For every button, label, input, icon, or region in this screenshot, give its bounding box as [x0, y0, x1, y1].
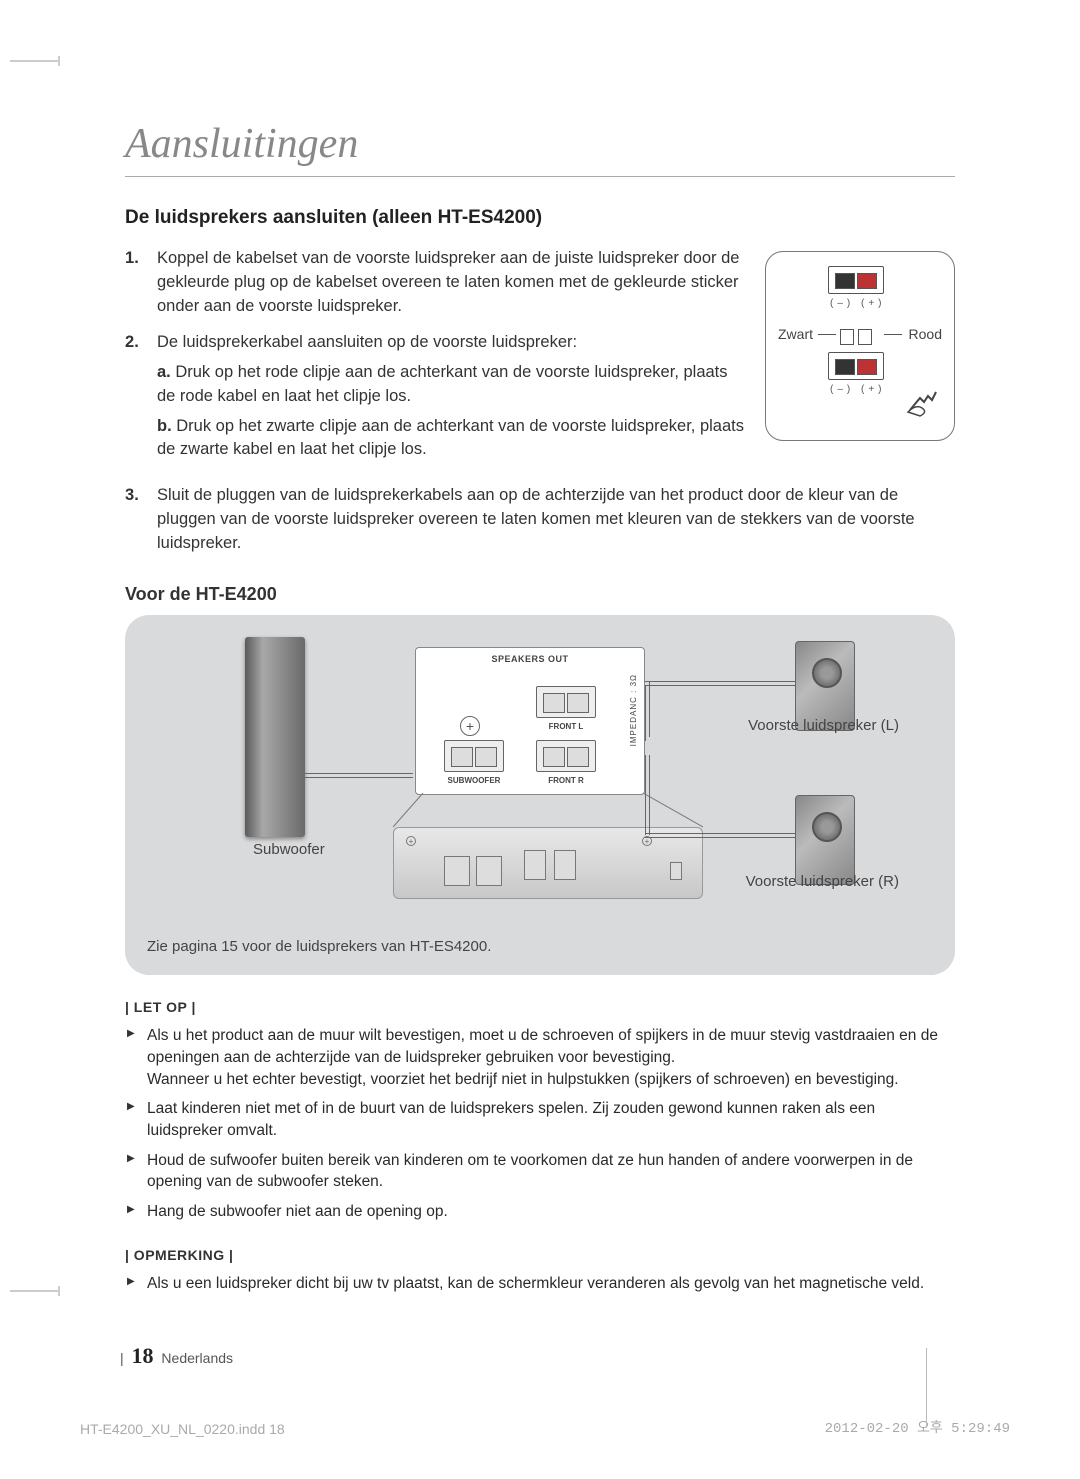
terminal-mid-icon — [836, 326, 876, 348]
content: Aansluitingen De luidsprekers aansluiten… — [65, 30, 1015, 1294]
subwoofer-port-icon — [444, 740, 504, 772]
wire — [645, 833, 795, 834]
step-2a-text: Druk op het rode clipje aan de achterkan… — [157, 363, 728, 405]
page-prefix: | — [120, 1350, 128, 1366]
step-3-wrap: Sluit de pluggen van de luidsprekerkabel… — [125, 484, 955, 556]
staple-mark-bottom — [10, 1290, 60, 1292]
front-r-port-label: FRONT R — [536, 776, 596, 785]
step-2b-text: Druk op het zwarte clipje aan de achterk… — [157, 417, 744, 459]
rear-port-icon — [554, 850, 576, 880]
polarity-top: (–) (+) — [830, 298, 886, 309]
speakers-out-label: SPEAKERS OUT — [416, 654, 644, 664]
footer-timestamp: 2012-02-20 오후 5:29:49 — [825, 1417, 1010, 1437]
terminal-label-red: Rood — [909, 326, 942, 342]
rear-port-icon — [670, 862, 682, 880]
terminal-bottom-icon — [828, 352, 884, 380]
wire — [645, 755, 646, 835]
opmerking-item: Als u een luidspreker dicht bij uw tv pl… — [125, 1273, 955, 1295]
terminal-label-black: Zwart — [778, 326, 813, 342]
step-2-text: De luidsprekerkabel aansluiten op de voo… — [157, 333, 577, 351]
page: Aansluitingen De luidsprekers aansluiten… — [65, 30, 1015, 1430]
step-2a: a. Druk op het rode clipje aan de achter… — [157, 361, 745, 409]
step-2: De luidsprekerkabel aansluiten op de voo… — [125, 331, 745, 463]
staple-mark-top — [10, 60, 60, 62]
step-1: Koppel de kabelset van de voorste luidsp… — [125, 247, 745, 319]
steps-wrap: Koppel de kabelset van de voorste luidsp… — [125, 247, 955, 474]
footer-indd: HT-E4200_XU_NL_0220.indd 18 — [80, 1421, 285, 1437]
front-l-port-label: FRONT L — [536, 722, 596, 731]
page-language: Nederlands — [158, 1350, 234, 1366]
step-3: Sluit de pluggen van de luidsprekerkabel… — [125, 484, 955, 556]
leader-line-left — [818, 334, 836, 335]
wire — [649, 755, 650, 835]
letop-list: Als u het product aan de muur wilt beves… — [125, 1025, 955, 1223]
diagram-label-subwoofer: Subwoofer — [253, 841, 325, 858]
wire — [649, 681, 650, 737]
section-title: Aansluitingen — [125, 120, 955, 177]
steps: Koppel de kabelset van de voorste luidsp… — [125, 247, 745, 474]
impedance-label: IMPEDANC : 3Ω — [629, 674, 638, 746]
crop-mark — [926, 1348, 927, 1428]
diagram-note: Zie pagina 15 voor de luidsprekers van H… — [147, 938, 491, 955]
wire — [645, 681, 795, 682]
screw-icon: + — [406, 836, 416, 846]
subhead-ht-e4200: Voor de HT-E4200 — [125, 584, 955, 605]
wire — [305, 777, 413, 778]
front-r-port-icon — [536, 740, 596, 772]
wire — [305, 773, 413, 774]
speakers-out-panel: SPEAKERS OUT IMPEDANC : 3Ω + SUBWOOFER F… — [415, 647, 645, 795]
opmerking-list: Als u een luidspreker dicht bij uw tv pl… — [125, 1273, 955, 1295]
terminal-top-icon — [828, 266, 884, 294]
plus-connector-icon: + — [460, 716, 480, 736]
leader-line-right — [884, 334, 902, 335]
rear-port-icon — [476, 856, 502, 886]
rear-port-icon — [444, 856, 470, 886]
speaker-terminal-figure: (–) (+) Zwart Rood (–) (+) — [765, 251, 955, 441]
wire — [645, 685, 646, 741]
subwoofer-port-label: SUBWOOFER — [444, 776, 504, 785]
letop-item: Als u het product aan de muur wilt beves… — [125, 1025, 955, 1090]
rear-port-icon — [524, 850, 546, 880]
polarity-bottom: (–) (+) — [830, 384, 886, 395]
front-l-port-icon — [536, 686, 596, 718]
subwoofer-icon — [245, 637, 305, 837]
subhead-connect-speakers: De luidsprekers aansluiten (alleen HT-ES… — [125, 207, 955, 229]
front-speaker-r-icon — [795, 795, 855, 885]
wire — [645, 685, 795, 686]
diagram-label-front-r: Voorste luidspreker (R) — [746, 873, 899, 890]
hand-press-icon — [902, 378, 942, 418]
wire — [645, 837, 795, 838]
step-2b: b. Druk op het zwarte clipje aan de acht… — [157, 415, 745, 463]
diagram-label-front-l: Voorste luidspreker (L) — [748, 717, 899, 734]
letop-item: Houd de sufwoofer buiten bereik van kind… — [125, 1150, 955, 1193]
page-footer: | 18 Nederlands — [120, 1343, 233, 1369]
opmerking-heading: | OPMERKING | — [125, 1247, 955, 1263]
step-2b-letter: b. — [157, 417, 172, 435]
step-2a-letter: a. — [157, 363, 171, 381]
letop-heading: | LET OP | — [125, 999, 955, 1015]
letop-item: Laat kinderen niet met of in de buurt va… — [125, 1098, 955, 1141]
connection-diagram: SPEAKERS OUT IMPEDANC : 3Ω + SUBWOOFER F… — [125, 615, 955, 975]
page-number: 18 — [132, 1343, 154, 1368]
letop-item: Hang de subwoofer niet aan de opening op… — [125, 1201, 955, 1223]
